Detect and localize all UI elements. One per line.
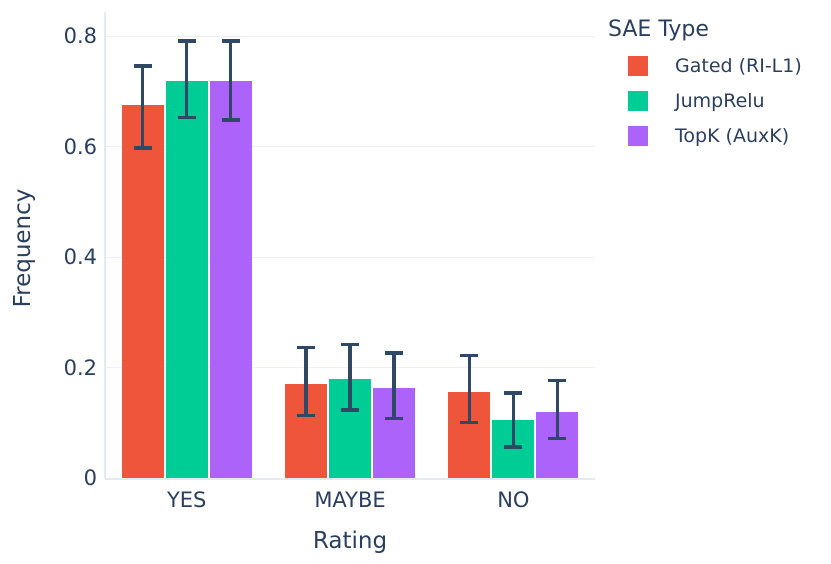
error-bar-cap xyxy=(460,420,479,425)
error-bar-cap xyxy=(385,351,403,355)
error-bar-line xyxy=(348,342,352,412)
error-bar-cap xyxy=(177,115,196,120)
error-bar-cap xyxy=(385,416,403,421)
legend-swatch-jumprelu xyxy=(628,91,648,111)
legend-item-label: JumpRelu xyxy=(675,90,765,112)
error-bar-cap xyxy=(341,342,359,347)
error-bar-line xyxy=(392,351,396,421)
y-tick-label: 0.4 xyxy=(63,245,97,270)
legend-item-topk-auxk[interactable]: TopK (AuxK) xyxy=(628,125,802,147)
error-bar-line xyxy=(304,345,308,418)
error-bar-cap xyxy=(341,408,359,412)
legend-item-jumprelu[interactable]: JumpRelu xyxy=(628,90,802,112)
x-axis-line xyxy=(105,477,595,480)
y-tick-label: 0.2 xyxy=(63,355,97,380)
error-bar-cap xyxy=(177,39,196,43)
legend-items: Gated (RI-L1) JumpRelu TopK (AuxK) xyxy=(608,55,802,147)
legend-item-gated-ri-l1[interactable]: Gated (RI-L1) xyxy=(628,55,802,77)
error-bar-cap xyxy=(133,146,152,150)
error-bar-cap xyxy=(504,445,523,449)
error-bar-cap xyxy=(297,413,315,418)
legend-item-label: Gated (RI-L1) xyxy=(675,55,802,77)
error-bar-cap xyxy=(548,378,567,383)
y-tick-label: 0.6 xyxy=(63,134,97,159)
gridline xyxy=(105,146,595,148)
gridline xyxy=(105,256,595,258)
y-axis-line xyxy=(104,12,106,478)
error-bar-cap xyxy=(460,353,479,358)
x-axis-title: Rating xyxy=(312,528,388,554)
error-bar-cap xyxy=(297,345,315,350)
legend-item-label: TopK (AuxK) xyxy=(675,125,790,147)
error-bar-line xyxy=(140,64,145,150)
x-tick-label-yes: YES xyxy=(166,488,207,512)
error-bar-cap xyxy=(133,64,152,68)
legend-swatch-topk-auxk xyxy=(628,126,648,146)
error-bar-line xyxy=(467,353,472,425)
y-tick-label: 0 xyxy=(83,466,97,490)
bar-topk-auxk-yes[interactable] xyxy=(209,80,252,478)
legend-swatch-gated-ri-l1 xyxy=(628,56,648,76)
error-bar-line xyxy=(184,39,189,120)
y-tick-label: 0.8 xyxy=(63,24,97,49)
error-bar-cap xyxy=(221,39,240,43)
x-tick-label-maybe: MAYBE xyxy=(314,488,386,512)
error-bar-line xyxy=(228,39,233,122)
gridline xyxy=(105,35,595,37)
error-bar-cap xyxy=(221,118,240,122)
error-bar-cap xyxy=(504,391,523,395)
error-bar-cap xyxy=(548,436,567,441)
x-tick-label-no: NO xyxy=(497,488,530,512)
bar-gated-ri-l1-yes[interactable] xyxy=(121,105,164,478)
bar-jumprelu-yes[interactable] xyxy=(165,80,208,478)
error-bar-line xyxy=(555,378,560,441)
legend-title: SAE Type xyxy=(608,17,709,42)
error-bar-line xyxy=(511,391,516,449)
legend: SAE Type Gated (RI-L1) JumpRelu TopK (AuxK… xyxy=(608,17,802,147)
